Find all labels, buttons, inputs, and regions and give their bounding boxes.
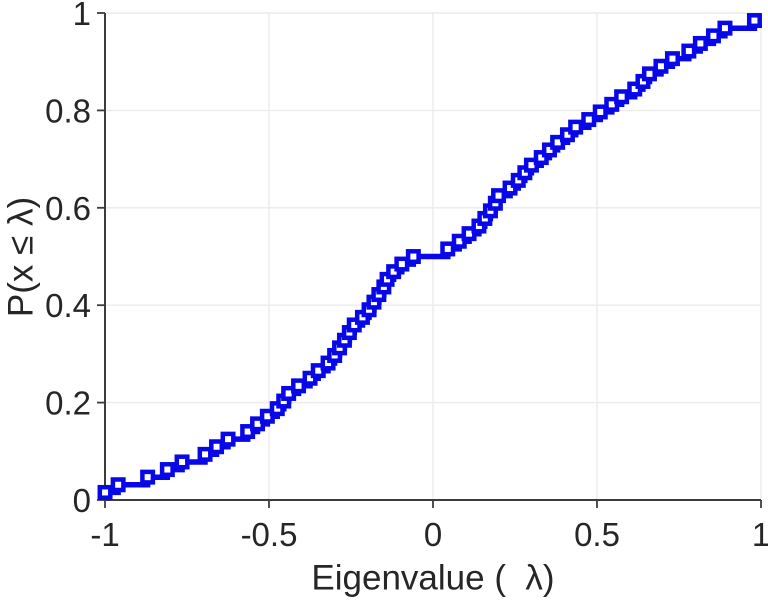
cdf-marker	[110, 477, 126, 493]
y-tick-label: 0.8	[45, 92, 91, 129]
cdf-marker	[705, 28, 721, 44]
cdf-marker	[159, 462, 175, 478]
cdf-marker	[250, 416, 266, 432]
cdf-marker	[386, 264, 402, 280]
cdf-marker	[604, 96, 620, 112]
cdf-stair-line	[105, 20, 758, 496]
cdf-marker	[451, 233, 467, 249]
cdf-markers	[97, 13, 762, 500]
y-axis-title: P(x ≤ λ)	[1, 196, 41, 318]
y-tick-label: 0.6	[45, 190, 91, 227]
cdf-marker	[627, 81, 643, 97]
cdf-marker	[746, 13, 762, 29]
y-tick-labels: 0 0.2 0.4 0.6 0.8 1	[45, 0, 91, 519]
cdf-marker	[97, 484, 113, 500]
cdf-marker	[310, 363, 326, 379]
x-tick-label: -1	[90, 516, 119, 553]
cdf-marker	[174, 454, 190, 470]
cdf-marker	[541, 142, 557, 158]
cdf-marker	[405, 249, 421, 265]
cdf-marker	[581, 112, 597, 128]
cdf-marker	[259, 408, 275, 424]
cdf-marker	[533, 150, 549, 166]
cdf-marker	[291, 378, 307, 394]
cdf-marker	[346, 317, 362, 333]
cdf-marker	[461, 226, 477, 242]
cdf-marker	[220, 431, 236, 447]
x-tick-labels: -1 -0.5 0 0.5 1	[90, 516, 768, 553]
cdf-marker	[641, 66, 657, 82]
cdf-marker	[717, 20, 733, 36]
y-tick-label: 0.2	[45, 385, 91, 422]
cdf-marker	[281, 385, 297, 401]
y-tick-label: 0.4	[45, 287, 91, 324]
cdf-marker	[614, 89, 630, 105]
cdf-marker	[302, 370, 318, 386]
tick-marks	[97, 12, 762, 508]
cdf-marker	[653, 58, 669, 74]
x-tick-label: 0.5	[574, 516, 620, 553]
cdf-marker	[681, 43, 697, 59]
cdf-marker	[440, 241, 456, 257]
cdf-marker	[559, 127, 575, 143]
cdf-marker	[240, 424, 256, 440]
y-tick-label: 1	[73, 0, 91, 32]
cdf-marker	[550, 134, 566, 150]
cdf-marker	[140, 469, 156, 485]
x-tick-label: 1	[752, 516, 768, 553]
cdf-marker	[197, 446, 213, 462]
x-tick-label: 0	[424, 516, 442, 553]
cdf-marker	[491, 188, 507, 204]
cdf-marker	[502, 180, 518, 196]
x-tick-label: -0.5	[241, 516, 298, 553]
cdf-marker	[568, 119, 584, 135]
cdf-marker	[664, 51, 680, 67]
cdf-marker	[209, 439, 225, 455]
cdf-marker	[523, 157, 539, 173]
cdf-marker	[394, 256, 410, 272]
cdf-marker	[692, 35, 708, 51]
cdf-marker	[592, 104, 608, 120]
y-tick-label: 0	[73, 482, 91, 519]
x-axis-title: Eigenvalue ( λ)	[311, 558, 555, 598]
